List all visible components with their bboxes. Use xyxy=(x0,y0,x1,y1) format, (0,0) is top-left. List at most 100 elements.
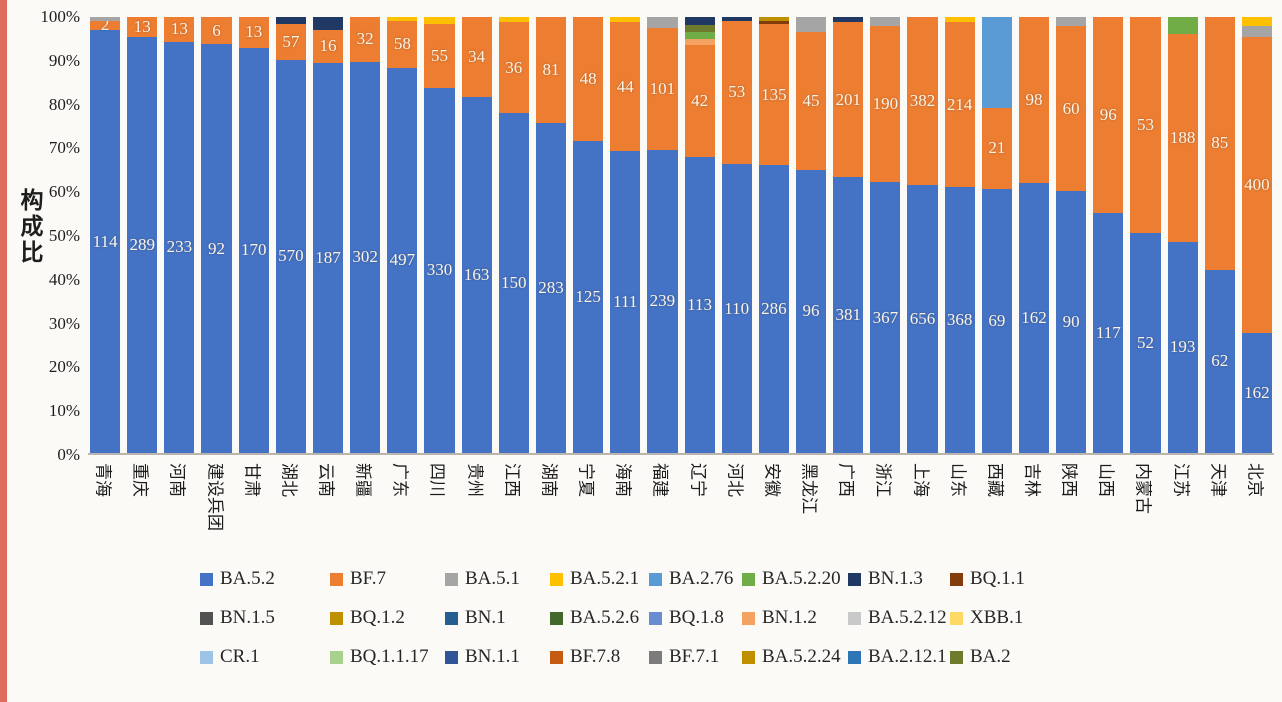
segment-value-label: 44 xyxy=(616,76,634,96)
segment-BA.5.2.20 xyxy=(1167,17,1198,35)
segment-BF.7: 6 xyxy=(201,17,232,45)
segment-value-label: 69 xyxy=(988,311,1006,331)
segment-BA.5.2.1 xyxy=(498,17,529,23)
x-label-青海: 青海 xyxy=(93,463,113,497)
segment-value-label: 330 xyxy=(426,260,453,280)
legend-item-BN.1.5: BN.1.5 xyxy=(200,605,330,631)
legend-item-BA.5.2.1: BA.5.2.1 xyxy=(550,566,649,592)
segment-value-label: 81 xyxy=(542,60,560,80)
legend-swatch-BF.7 xyxy=(330,572,343,586)
segment-BF.7: 42 xyxy=(684,45,715,157)
bar-陕西: 90 60 xyxy=(1056,17,1087,453)
legend-swatch-BA.2.76 xyxy=(649,572,662,586)
legend-label: BF.7 xyxy=(350,568,386,589)
legend-item-BA.5.2.24: BA.5.2.24 xyxy=(742,644,848,670)
segment-BN.1.2 xyxy=(684,38,715,46)
legend-label: BN.1.1 xyxy=(465,646,520,667)
segment-BA.5.2: 570 xyxy=(275,59,306,453)
segment-BF.7: 101 xyxy=(647,27,678,150)
legend-label: BA.2.76 xyxy=(669,568,734,589)
bar-福建: 239 101 xyxy=(647,17,678,453)
legend-label: BQ.1.2 xyxy=(350,607,405,628)
segment-BA.5.2: 381 xyxy=(833,177,864,453)
segment-value-label: 96 xyxy=(1099,105,1117,125)
bar-河南: 233 13 xyxy=(164,17,195,453)
legend-item-BA.5.1: BA.5.1 xyxy=(445,566,550,592)
x-label-吉林: 吉林 xyxy=(1022,463,1042,497)
legend-label: BA.2 xyxy=(970,646,1011,667)
y-tick-label: 50% xyxy=(48,226,80,245)
legend-label: BQ.1.1 xyxy=(970,568,1025,589)
x-label-四川: 四川 xyxy=(427,463,447,497)
segment-BA.5.2: 162 xyxy=(1241,333,1272,453)
segment-value-label: 382 xyxy=(909,91,936,111)
x-label-内蒙古: 内蒙古 xyxy=(1133,463,1153,514)
y-tick-label: 70% xyxy=(48,138,80,158)
segment-value-label: 190 xyxy=(872,93,899,113)
legend-swatch-BQ.1.1.17 xyxy=(330,650,343,664)
segment-value-label: 36 xyxy=(505,57,523,77)
bar-广西: 381 201 xyxy=(833,17,864,453)
segment-BN.1.3 xyxy=(312,17,344,31)
legend-label: XBB.1 xyxy=(970,607,1024,628)
legend-swatch-BA.5.2.24 xyxy=(742,650,755,664)
legend-label: BF.7.1 xyxy=(669,646,720,667)
segment-BA.5.2: 69 xyxy=(981,189,1012,453)
legend-item-BF.7.8: BF.7.8 xyxy=(550,644,649,670)
x-label-安徽: 安徽 xyxy=(762,463,782,497)
legend-swatch-BN.1.1 xyxy=(445,650,458,664)
legend-swatch-BN.1.5 xyxy=(200,611,213,625)
segment-BA.5.2: 110 xyxy=(721,164,752,453)
bar-北京: 162 400 xyxy=(1241,17,1272,453)
segment-value-label: 101 xyxy=(649,78,676,98)
segment-BA.5.2: 114 xyxy=(90,30,121,453)
segment-value-label: 150 xyxy=(501,272,527,292)
bar-湖北: 570 57 xyxy=(275,17,306,453)
segment-value-label: 400 xyxy=(1244,174,1270,194)
legend-item-BA.5.2.6: BA.5.2.6 xyxy=(550,605,649,631)
legend-item-BQ.1.2: BQ.1.2 xyxy=(330,605,445,631)
segment-value-label: 34 xyxy=(468,46,486,66)
legend-swatch-BA.5.2.6 xyxy=(550,611,563,625)
segment-value-label: 42 xyxy=(691,90,709,110)
bar-吉林: 162 98 xyxy=(1018,17,1050,453)
bar-四川: 330 55 xyxy=(424,17,455,453)
segment-BF.7: 60 xyxy=(1056,25,1087,192)
legend: BA.5.2 BF.7 BA.5.1 BA.5.2.1 BA.2.76 BA.5.2.20… xyxy=(200,566,1025,670)
legend-item-BN.1: BN.1 xyxy=(445,605,550,631)
legend-label: BA.5.2.12 xyxy=(868,607,947,628)
segment-value-label: 110 xyxy=(724,298,750,318)
segment-value-label: 98 xyxy=(1025,89,1043,109)
segment-value-label: 381 xyxy=(835,305,861,325)
bar-青海: 114 2 xyxy=(90,15,121,453)
legend-swatch-BF.7.8 xyxy=(550,650,563,664)
legend-label: BA.5.2.20 xyxy=(762,568,841,589)
segment-BF.7: 57 xyxy=(275,23,306,60)
segment-BA.5.1 xyxy=(647,17,678,28)
bar-内蒙古: 52 53 xyxy=(1130,17,1161,453)
segment-BA.5.2: 656 xyxy=(907,185,938,453)
x-label-江西: 江西 xyxy=(502,463,522,497)
segment-BA.5.1 xyxy=(1241,25,1272,37)
bar-新疆: 302 32 xyxy=(350,17,381,453)
segment-BA.5.2: 187 xyxy=(312,62,344,453)
legend-item-BF.7: BF.7 xyxy=(330,566,445,592)
segment-value-label: 570 xyxy=(278,246,304,266)
segment-BA.5.2: 117 xyxy=(1093,213,1124,453)
segment-value-label: 117 xyxy=(1095,323,1121,343)
bar-江西: 150 36 xyxy=(498,17,529,453)
legend-swatch-XBB.1 xyxy=(950,611,963,625)
segment-BF.7: 201 xyxy=(833,22,864,178)
segment-BN.1.3 xyxy=(721,17,752,21)
legend-item-XBB.1: XBB.1 xyxy=(950,605,1025,631)
segment-BF.7: 98 xyxy=(1018,17,1050,183)
x-label-陕西: 陕西 xyxy=(1059,463,1079,497)
segment-value-label: 239 xyxy=(649,291,676,311)
legend-swatch-BF.7.1 xyxy=(649,650,662,664)
segment-BA.5.2: 163 xyxy=(461,96,492,453)
segment-BF.7: 135 xyxy=(758,24,789,166)
segment-BA.5.2.20 xyxy=(684,31,715,39)
segment-value-label: 6 xyxy=(212,20,221,40)
segment-BA.5.2: 52 xyxy=(1130,232,1161,453)
segment-value-label: 57 xyxy=(282,31,300,51)
